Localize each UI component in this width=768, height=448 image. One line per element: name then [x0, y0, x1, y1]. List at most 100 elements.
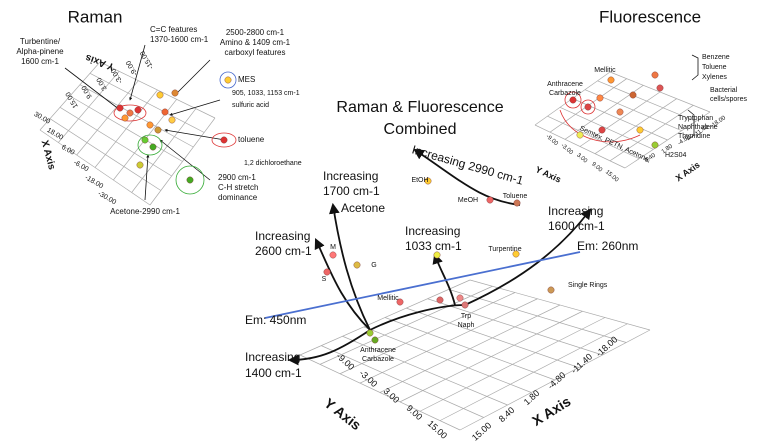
- point: [461, 301, 469, 309]
- grid-line: [363, 326, 532, 393]
- axis-title: Y Axis: [534, 164, 563, 184]
- tick-label: 15.00: [426, 418, 449, 441]
- highlight: [113, 104, 147, 122]
- point: [636, 126, 644, 134]
- point: [134, 106, 142, 114]
- tick-label: 6.00: [60, 144, 75, 157]
- label: Trp: [461, 313, 471, 320]
- label: 1600 cm-1: [548, 219, 605, 233]
- label: H2S04: [665, 152, 687, 159]
- point: [149, 143, 157, 151]
- callout: [129, 44, 146, 101]
- tick-label: -3.00: [357, 368, 379, 389]
- bracket: [687, 109, 695, 141]
- label: Turbentine/: [20, 37, 61, 46]
- label: Increasing: [405, 224, 460, 238]
- tick-label: -18.00: [83, 174, 104, 190]
- grid-line: [399, 310, 583, 403]
- tick-label: 9.00: [405, 403, 425, 422]
- grid-line: [459, 329, 651, 431]
- grid-line: [534, 124, 626, 169]
- grid-line: [624, 111, 711, 169]
- label: 1400 cm-1: [245, 366, 302, 380]
- highlight: [580, 99, 596, 115]
- tick-label: -3.00: [559, 143, 574, 157]
- axis-title: Y Axis: [321, 395, 364, 434]
- point: [569, 96, 577, 104]
- label: Toluene: [702, 64, 727, 71]
- point: [486, 196, 494, 204]
- label: Xylenes: [702, 74, 727, 81]
- label: Increasing: [323, 169, 378, 183]
- points: [116, 71, 664, 344]
- highlight: [211, 132, 237, 148]
- label: MES: [238, 75, 255, 84]
- point: [656, 84, 664, 92]
- grid-line: [384, 317, 556, 381]
- label: Mellitic: [594, 67, 616, 74]
- panel-title: Raman & Fluorescence: [336, 99, 503, 116]
- label: Increasing: [245, 350, 300, 364]
- tick-label: 15.00: [470, 420, 493, 443]
- point: [596, 94, 604, 102]
- point: [651, 141, 659, 149]
- label: C-H stretch: [218, 183, 258, 192]
- highlight: [137, 134, 163, 156]
- point: [456, 294, 464, 302]
- tick-label: -15.00: [139, 49, 155, 70]
- label: MeOH: [458, 197, 478, 204]
- tick-label: 15.00: [604, 169, 620, 184]
- tick-label: 3.00: [96, 76, 109, 91]
- tick-label: -11.40: [569, 352, 594, 376]
- grid-line: [439, 323, 628, 421]
- tick-label: -9.00: [125, 59, 139, 76]
- label: Turpentine: [488, 246, 521, 253]
- label: Carbazole: [549, 90, 581, 97]
- label: Acetone-2990 cm-1: [110, 207, 180, 216]
- callout: [164, 128, 226, 141]
- point: [576, 131, 584, 139]
- grids: [39, 61, 711, 431]
- point: [154, 126, 162, 134]
- label: 1370-1600 cm-1: [150, 35, 209, 44]
- point: [126, 109, 134, 117]
- grid-line: [149, 117, 216, 206]
- grid-line: [419, 317, 606, 412]
- grid-line: [131, 108, 197, 193]
- tick-label: 1.80: [661, 143, 675, 155]
- grid-line: [342, 335, 508, 406]
- point: [424, 177, 432, 185]
- arrow: [464, 208, 592, 306]
- point: [156, 91, 164, 99]
- raman-callouts: [64, 44, 699, 201]
- point: [371, 336, 379, 344]
- point: [353, 261, 361, 269]
- label: carboxyl features: [225, 48, 286, 57]
- tick-label: 3.00: [382, 386, 402, 405]
- label: 2500-2800 cm-1: [226, 28, 285, 37]
- highlight: [219, 71, 237, 89]
- point: [136, 161, 144, 169]
- arrow: [369, 304, 466, 331]
- label: 1600 cm-1: [21, 57, 59, 66]
- point: [121, 114, 129, 122]
- highlight: [564, 91, 582, 109]
- grid-line: [547, 115, 640, 159]
- emission-line: [264, 251, 581, 319]
- tick-label: 1.80: [522, 388, 542, 407]
- bracket: [691, 54, 699, 81]
- label: dominance: [218, 193, 258, 202]
- panel-title: Combined: [384, 121, 457, 138]
- point: [512, 250, 520, 258]
- point: [168, 116, 176, 124]
- tick-label: -6.00: [72, 159, 89, 173]
- label: Alpha-pinene: [16, 47, 64, 56]
- arrow: [413, 148, 521, 206]
- point: [433, 251, 441, 259]
- callout: [169, 99, 221, 116]
- label: S: [322, 276, 327, 283]
- label: sulfuric acid: [232, 102, 269, 109]
- point: [323, 268, 331, 276]
- label: 1700 cm-1: [323, 184, 380, 198]
